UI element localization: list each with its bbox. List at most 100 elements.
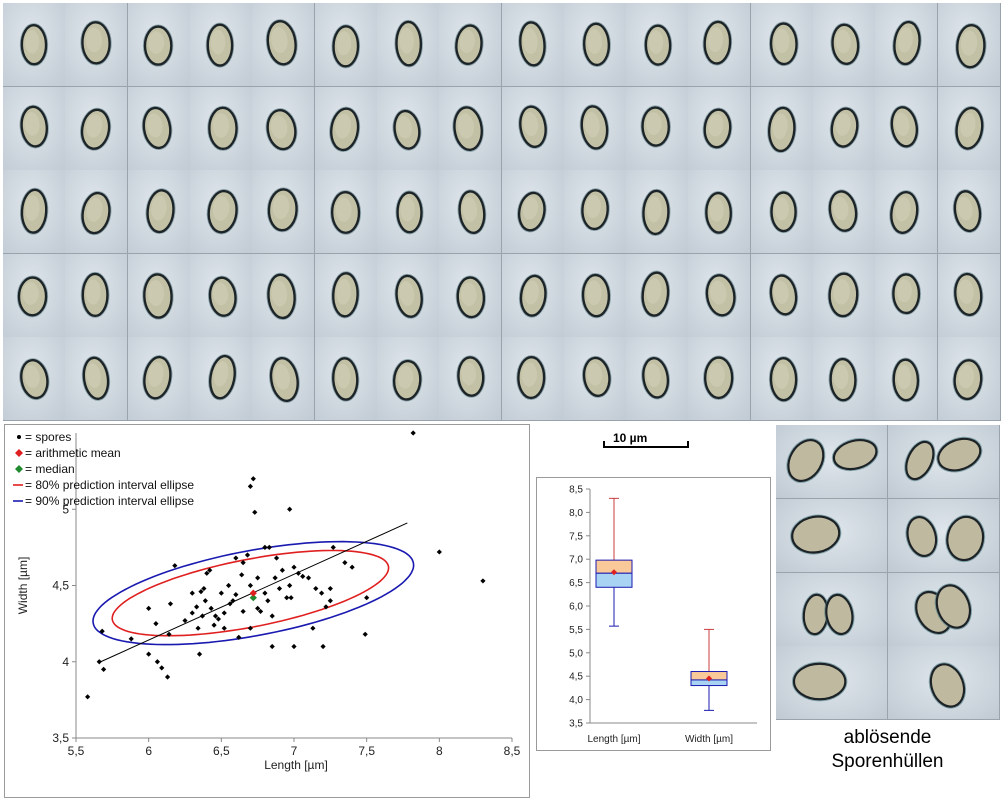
spore-tile bbox=[688, 337, 752, 422]
spore-tile bbox=[563, 337, 627, 422]
spore-point bbox=[247, 582, 253, 589]
spore-tile bbox=[127, 337, 191, 422]
box-y-tick-label: 7,0 bbox=[569, 555, 583, 566]
spore-point bbox=[227, 601, 233, 607]
spore-point bbox=[201, 585, 207, 592]
box-y-tick-label: 5,0 bbox=[569, 648, 583, 659]
spore-point bbox=[194, 604, 200, 610]
spore-tile bbox=[501, 170, 565, 255]
spore-tile bbox=[252, 170, 316, 255]
spore-point bbox=[313, 585, 319, 592]
spore-point bbox=[218, 590, 224, 596]
scale-bar: 10 µm bbox=[603, 431, 689, 454]
spore-point bbox=[436, 549, 442, 555]
scatter-chart: 5,5 6 6,5 7 7,5 8 8,5 3,5 4 4,5 5 Length [µm] Width … bbox=[13, 430, 521, 772]
spore-tile bbox=[189, 253, 253, 338]
spore-point bbox=[196, 651, 203, 657]
spore-point bbox=[247, 483, 253, 489]
spore-point bbox=[244, 552, 251, 558]
spore-point bbox=[272, 575, 278, 581]
spore-point bbox=[202, 598, 208, 604]
spore-tile bbox=[626, 337, 690, 422]
spore-tile bbox=[439, 86, 503, 171]
chart-legend: = spores = arithmetic mean = median = 80% p… bbox=[13, 430, 194, 508]
legend-label: = 90% prediction interval ellipse bbox=[25, 494, 194, 508]
spore-point bbox=[287, 506, 293, 512]
spore-tile bbox=[688, 3, 752, 87]
box-mean-marker bbox=[706, 675, 712, 682]
box-y-tick-label: 4,0 bbox=[569, 695, 583, 706]
spore-tile bbox=[189, 170, 253, 255]
spore-tile bbox=[563, 3, 627, 87]
spore-point bbox=[230, 598, 236, 604]
spore-tile bbox=[127, 170, 191, 255]
spore-point bbox=[342, 560, 348, 566]
spore-hull-tile bbox=[776, 498, 888, 573]
spore-tile bbox=[750, 170, 814, 255]
spore-tile bbox=[501, 86, 565, 171]
spore-tile bbox=[439, 170, 503, 255]
spore-point bbox=[291, 643, 297, 650]
spore-hull-tile bbox=[887, 646, 1000, 721]
spore-point bbox=[208, 605, 214, 611]
spore-point bbox=[101, 666, 107, 672]
box-y-tick-label: 3,5 bbox=[569, 719, 583, 730]
spore-point bbox=[300, 573, 306, 579]
spore-point bbox=[146, 605, 152, 611]
spore-point bbox=[128, 636, 134, 642]
spore-point bbox=[233, 592, 239, 598]
spore-tile bbox=[937, 3, 1001, 87]
box-y-tick-label: 7,5 bbox=[569, 531, 583, 542]
box-plot-panel: 3,5 4,0 4,5 5,0 5,5 6,0 6,5 7,0 7,5 8,0 8,5 Length … bbox=[536, 477, 771, 751]
spore-point bbox=[211, 622, 217, 628]
spore-point bbox=[189, 610, 195, 616]
spore-point bbox=[320, 643, 326, 650]
spore-tile bbox=[127, 253, 191, 338]
x-axis-label: Length [µm] bbox=[264, 758, 328, 772]
spore-point bbox=[146, 651, 152, 657]
spore-point bbox=[269, 643, 275, 650]
box-lower-quartile bbox=[595, 572, 633, 588]
box-y-tick-label: 6,5 bbox=[569, 578, 583, 589]
spore-tile bbox=[376, 170, 440, 255]
spore-hull-gallery bbox=[776, 425, 1000, 721]
x-tick-label: 6 bbox=[145, 744, 152, 758]
spore-tile bbox=[688, 170, 752, 255]
spore-tile bbox=[563, 253, 627, 338]
x-tick-label: 5,5 bbox=[68, 744, 85, 758]
spore-tile bbox=[563, 86, 627, 171]
spore-tile bbox=[127, 86, 191, 171]
box-category-label: Length [µm] bbox=[587, 734, 640, 745]
spore-tile bbox=[626, 253, 690, 338]
spore-tile bbox=[65, 337, 129, 422]
spore-point bbox=[189, 590, 195, 596]
y-axis-label: Width [µm] bbox=[16, 557, 30, 615]
legend-label: = spores bbox=[25, 430, 71, 444]
spore-tile bbox=[376, 86, 440, 171]
ellipse-80-percent bbox=[111, 549, 390, 637]
spore-tile bbox=[252, 86, 316, 171]
spore-hull-tile bbox=[887, 572, 1000, 647]
spore-point bbox=[199, 613, 206, 619]
spore-point bbox=[164, 674, 171, 680]
spore-tile bbox=[439, 337, 503, 422]
spore-tile bbox=[875, 3, 939, 87]
spore-tile bbox=[314, 253, 378, 338]
spore-tile bbox=[439, 3, 503, 87]
spore-tile bbox=[937, 337, 1001, 422]
spore-tile bbox=[875, 337, 939, 422]
spore-point bbox=[221, 610, 227, 616]
spore-point bbox=[255, 605, 261, 611]
spore-point bbox=[291, 564, 297, 570]
spore-tile bbox=[252, 253, 316, 338]
scale-bar-label: 10 µm bbox=[613, 431, 648, 445]
spore-point bbox=[240, 560, 246, 566]
spore-hull-tile bbox=[776, 425, 888, 499]
spore-point bbox=[226, 582, 232, 589]
spore-tile bbox=[750, 3, 814, 87]
spore-tile bbox=[875, 253, 939, 338]
box-y-tick-label: 8,0 bbox=[569, 508, 583, 519]
spore-point bbox=[410, 430, 416, 436]
scale-bar-line bbox=[603, 441, 689, 448]
spore-tile bbox=[376, 253, 440, 338]
